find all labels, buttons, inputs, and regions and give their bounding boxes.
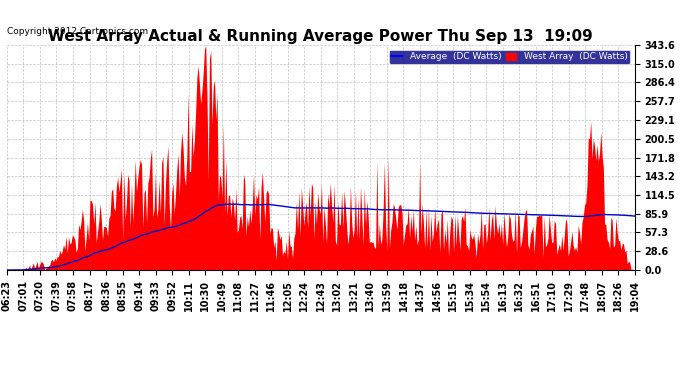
Text: Copyright 2012 Cartronics.com: Copyright 2012 Cartronics.com <box>7 27 148 36</box>
Legend: Average  (DC Watts), West Array  (DC Watts): Average (DC Watts), West Array (DC Watts… <box>388 50 630 64</box>
Title: West Array Actual & Running Average Power Thu Sep 13  19:09: West Array Actual & Running Average Powe… <box>48 29 593 44</box>
